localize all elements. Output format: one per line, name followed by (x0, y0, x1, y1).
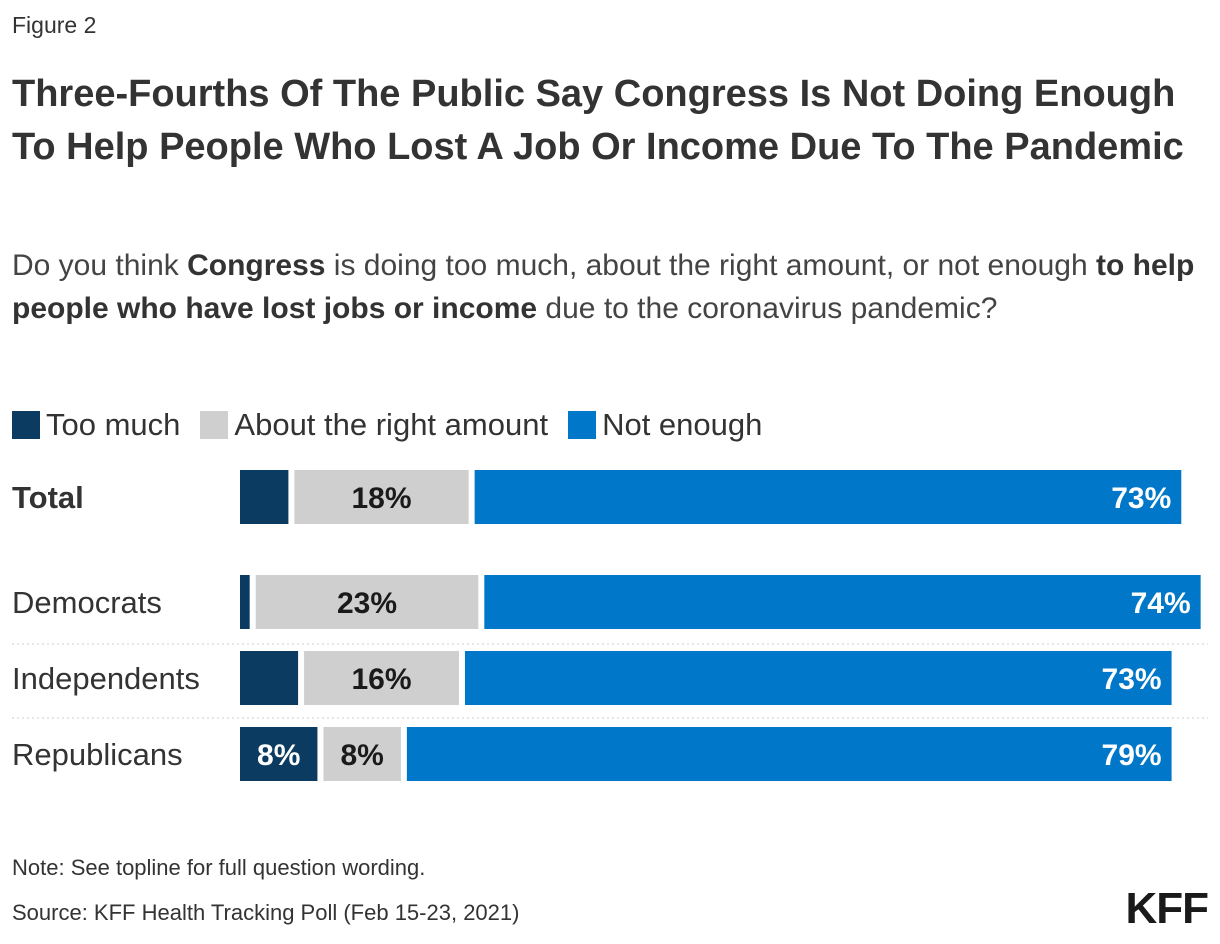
legend-swatch-not-enough (568, 411, 597, 439)
chart-subtitle: Do you think Congress is doing too much,… (12, 244, 1202, 330)
legend-item-not-enough: Not enough (568, 407, 762, 443)
legend-label-about-right: About the right amount (234, 407, 549, 442)
bar-total-not-enough (474, 470, 1182, 524)
legend-swatch-too-much (12, 411, 40, 439)
data-label-total-about-the-right-amount: 18% (351, 482, 411, 515)
bar-republicans-too-much (240, 727, 318, 781)
legend-item-about-right: About the right amount (200, 407, 548, 443)
data-label-republicans-about-the-right-amount: 8% (340, 739, 383, 772)
bar-total-too-much (240, 470, 289, 524)
data-label-republicans-not-enough: 79% (1102, 739, 1162, 772)
figure-label: Figure 2 (12, 12, 97, 38)
stacked-bar-chart: Total 18% 73% Democrats 23% 74% Independents 16… (12, 470, 1208, 781)
bar-total-about-the-right-amount (294, 470, 469, 524)
data-label-democrats-not-enough: 74% (1131, 587, 1191, 620)
source-note: Source: KFF Health Tracking Poll (Feb 15… (12, 900, 520, 925)
bar-democrats-not-enough (484, 575, 1201, 629)
category-label-total: Total (12, 480, 84, 515)
bar-democrats-about-the-right-amount (255, 575, 479, 629)
subtitle-text-1: Do you think (12, 249, 188, 282)
bar-independents-not-enough (464, 651, 1172, 705)
data-label-total-not-enough: 73% (1111, 482, 1171, 515)
legend: Too much About the right amount Not enou… (12, 404, 782, 446)
data-label-independents-about-the-right-amount: 16% (351, 663, 411, 696)
legend-swatch-about-right (200, 411, 229, 439)
subtitle-bold-2: to help people who have lost jobs or inc… (12, 249, 1195, 325)
kff-logo: KFF (1125, 884, 1209, 933)
category-label-independents: Independents (12, 661, 200, 696)
subtitle-text-3: due to the coronavirus pandemic? (537, 292, 998, 325)
bar-independents-about-the-right-amount (304, 651, 459, 705)
footnote: Note: See topline for full question word… (12, 855, 426, 880)
chart-title: Three-Fourths Of The Public Say Congress… (12, 73, 1184, 168)
legend-label-not-enough: Not enough (602, 407, 763, 442)
category-label-republicans: Republicans (12, 737, 183, 772)
data-label-democrats-about-the-right-amount: 23% (337, 587, 397, 620)
data-label-independents-not-enough: 73% (1102, 663, 1162, 696)
legend-item-too-much: Too much (12, 407, 180, 443)
legend-label-too-much: Too much (46, 407, 181, 442)
data-label-republicans-too-much: 8% (257, 739, 300, 772)
subtitle-bold-1: Congress (187, 249, 326, 282)
subtitle-text-2: is doing too much, about the right amoun… (325, 249, 1096, 282)
bar-republicans-not-enough (406, 727, 1172, 781)
category-label-democrats: Democrats (12, 585, 162, 620)
bar-republicans-about-the-right-amount (323, 727, 401, 781)
bar-democrats-too-much (240, 575, 250, 629)
bar-independents-too-much (240, 651, 299, 705)
